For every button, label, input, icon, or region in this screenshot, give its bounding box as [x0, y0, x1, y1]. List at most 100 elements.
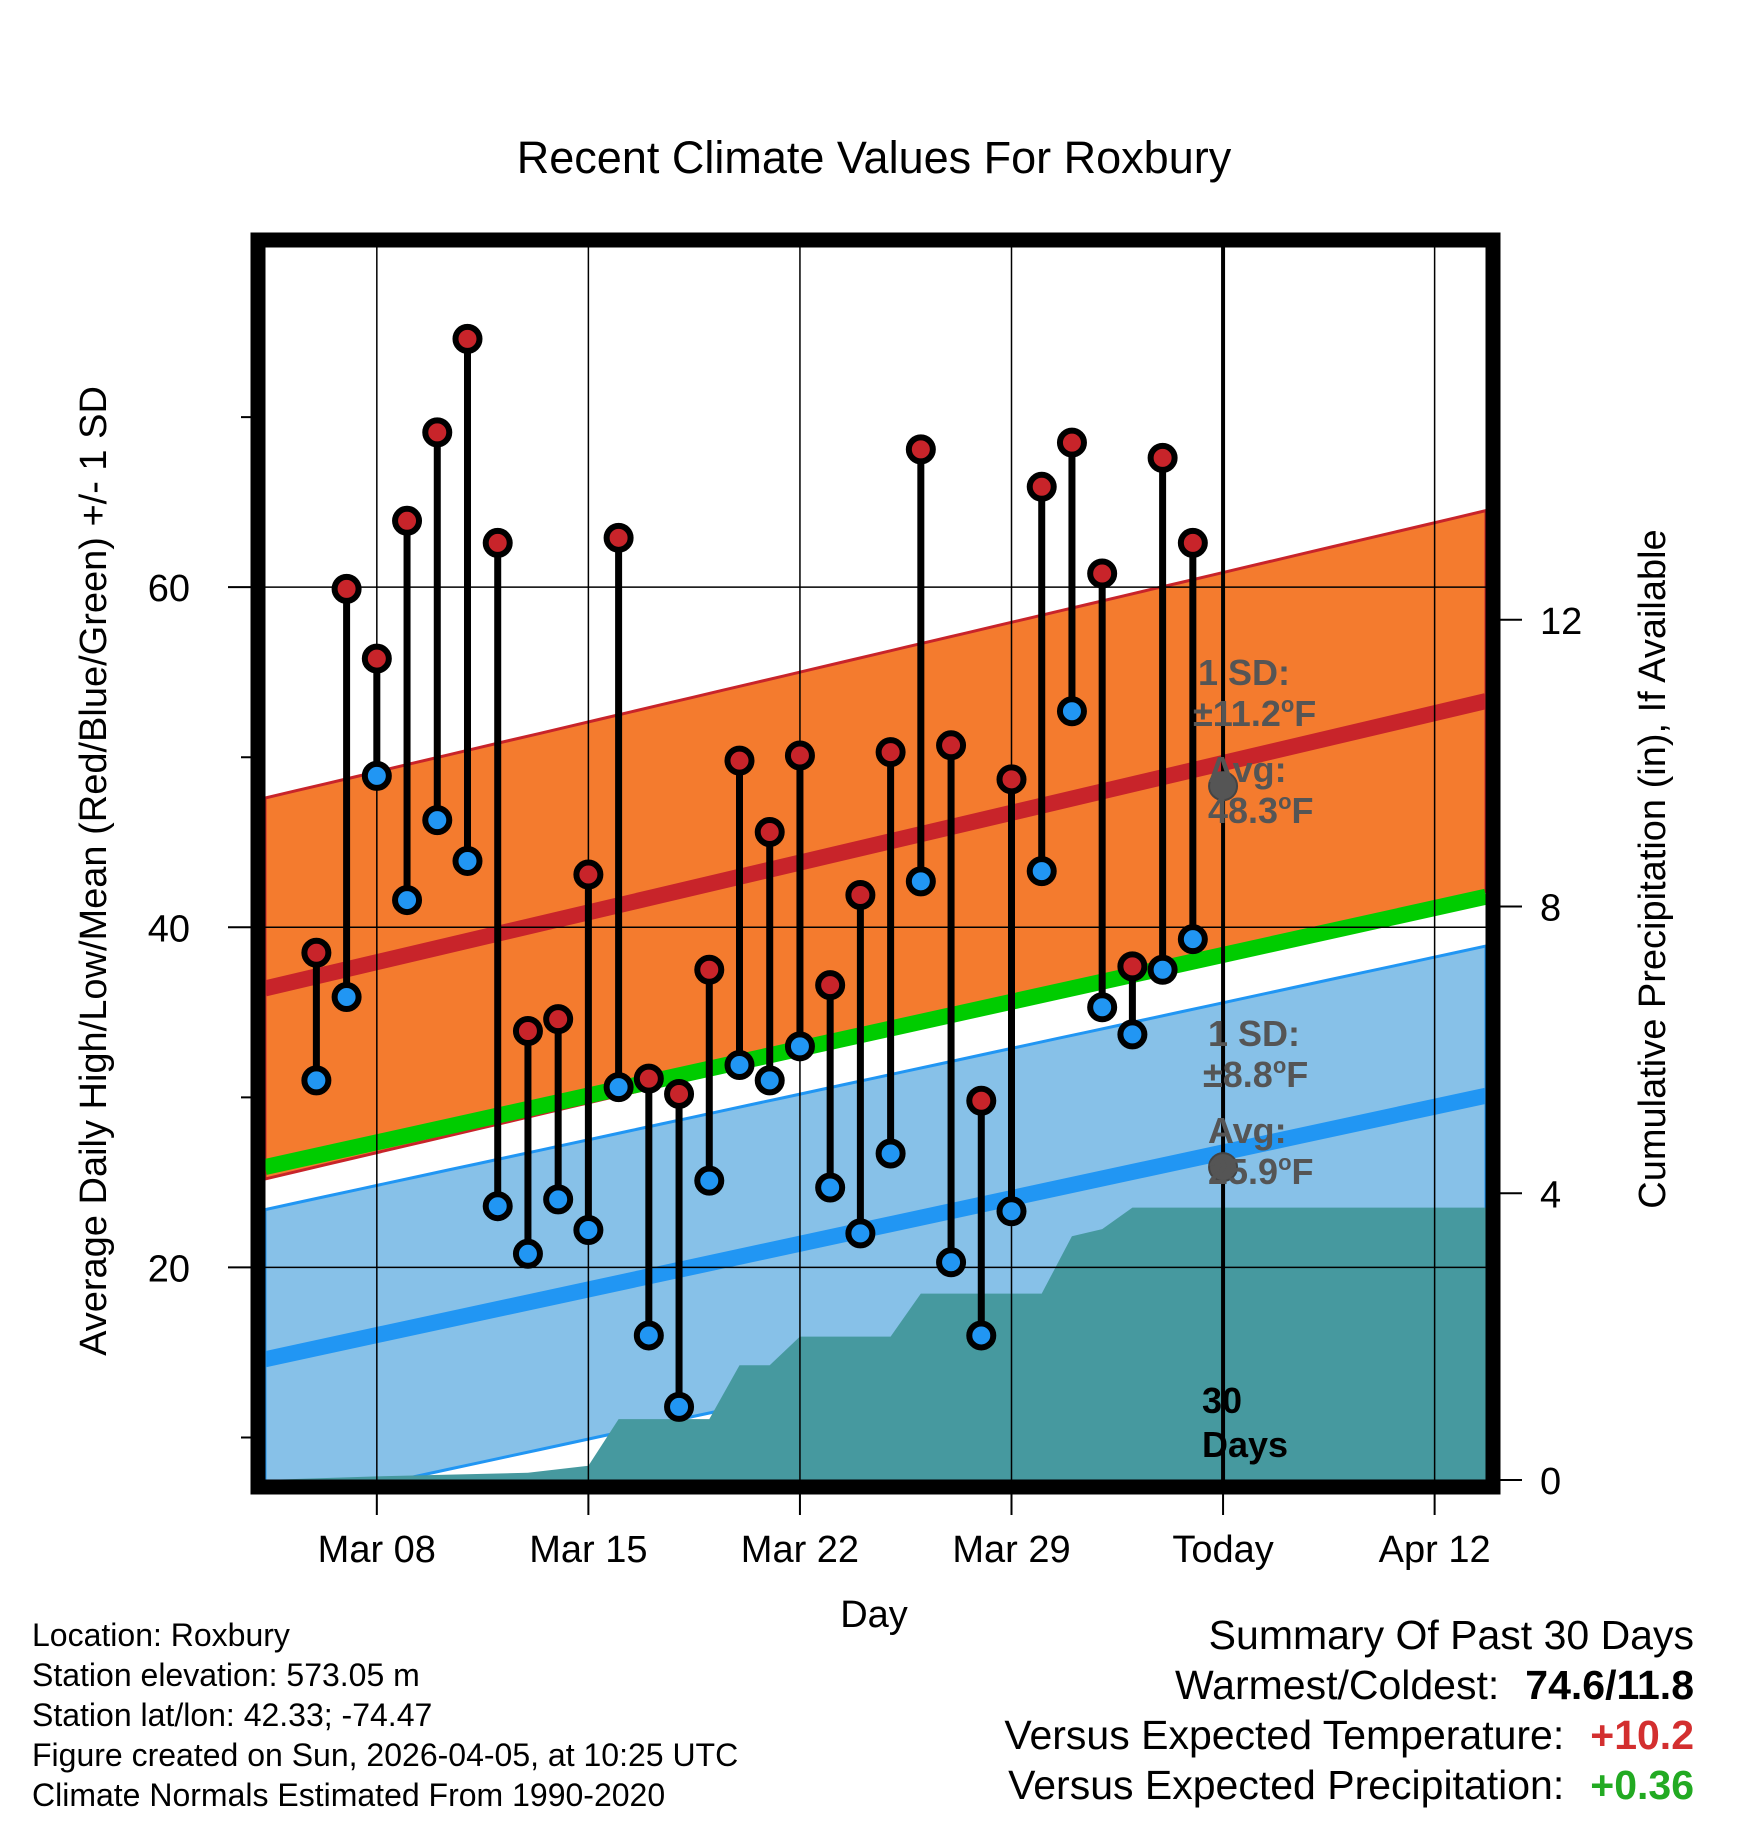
warm-cold-label: Warmest/Coldest: [1174, 1662, 1500, 1708]
y-tick-label-right: 8 [1540, 888, 1561, 930]
daily-high-point [724, 745, 755, 776]
daily-high-point [936, 730, 967, 761]
normal-mean-line [265, 888, 1486, 1175]
daily-high-point [694, 954, 725, 985]
daily-high-point [452, 323, 483, 354]
y-tick-label-right: 12 [1540, 601, 1582, 643]
daily-high-point [301, 937, 332, 968]
today-high-avg-marker [1208, 771, 1239, 802]
daily-low-point [603, 1072, 634, 1103]
daily-low-point [754, 1065, 785, 1096]
low-avg-label: Avg: [1208, 1110, 1287, 1151]
daily-high-point [422, 417, 453, 448]
daily-high-point [905, 434, 936, 465]
daily-marks [301, 323, 1208, 1422]
x-tick-label: Mar 29 [952, 1529, 1070, 1571]
low-sd-value: ±8.8oF [1203, 1053, 1308, 1095]
station-info: Location: Roxbury Station elevation: 573… [32, 1615, 738, 1815]
daily-high-point [573, 859, 604, 890]
x-tick-label: Mar 15 [529, 1529, 647, 1571]
daily-high-point [482, 527, 513, 558]
daily-high-point [1056, 427, 1087, 458]
daily-high-point [361, 643, 392, 674]
precip-row: Versus Expected Precipitation: +0.36 [1004, 1760, 1694, 1810]
normals-text: Climate Normals Estimated From 1990-2020 [32, 1777, 666, 1813]
high-sd-label: 1 SD: [1198, 652, 1290, 693]
daily-low-point [633, 1320, 664, 1351]
daily-high-point [875, 737, 906, 768]
low-sd-label: 1 SD: [1208, 1013, 1300, 1054]
daily-low-point [543, 1184, 574, 1215]
high-sd-value: ±11.2oF [1193, 692, 1316, 734]
daily-low-point [301, 1065, 332, 1096]
daily-high-point [1177, 527, 1208, 558]
plot-frame [250, 232, 1501, 1495]
daily-low-point [573, 1214, 604, 1245]
daily-low-point [361, 760, 392, 791]
days-count-label: 30 [1202, 1380, 1242, 1421]
daily-low-point [664, 1391, 695, 1422]
daily-high-point [1026, 471, 1057, 502]
high-avg-value: 48.3oF [1208, 789, 1314, 831]
y-tick-label-left: 40 [148, 908, 190, 950]
warm-cold-row: Warmest/Coldest: 74.6/11.8 [1004, 1660, 1694, 1710]
y-axis-label-right: Cumulative Precipitation (in), If Availa… [1632, 529, 1674, 1208]
daily-high-point [633, 1063, 664, 1094]
created-text: Figure created on Sun, 2026-04-05, at 10… [32, 1737, 739, 1773]
daily-low-point [422, 805, 453, 836]
daily-high-point [966, 1085, 997, 1116]
daily-low-point [1117, 1019, 1148, 1050]
x-tick-label: Apr 12 [1379, 1529, 1491, 1571]
daily-low-point [482, 1191, 513, 1222]
daily-low-point [815, 1172, 846, 1203]
days-word-label: Days [1202, 1424, 1288, 1465]
daily-low-point [936, 1247, 967, 1278]
daily-high-point [845, 879, 876, 910]
daily-low-point [845, 1218, 876, 1249]
warm-cold-value: 74.6/11.8 [1525, 1662, 1694, 1708]
daily-low-point [512, 1238, 543, 1269]
daily-low-point [784, 1031, 815, 1062]
x-tick-label: Mar 22 [741, 1529, 859, 1571]
daily-high-point [1117, 951, 1148, 982]
temp-label: Versus Expected Temperature: [1004, 1712, 1565, 1758]
daily-low-point [694, 1165, 725, 1196]
daily-high-point [543, 1004, 574, 1035]
summary-title: Summary Of Past 30 Days [1208, 1612, 1694, 1658]
y-tick-label-left: 60 [148, 568, 190, 610]
daily-high-point [664, 1078, 695, 1109]
daily-high-point [331, 573, 362, 604]
precip-value: +0.36 [1590, 1762, 1694, 1808]
axes: 20 40 60 0 4 8 12 Mar 08 Mar 15 Mar 22 Mar 29 Today… [148, 416, 1582, 1571]
daily-low-point [996, 1196, 1027, 1227]
normal-high-line [265, 693, 1486, 997]
daily-low-point [1147, 954, 1178, 985]
daily-low-point [1087, 992, 1118, 1023]
daily-high-point [996, 764, 1027, 795]
daily-low-point [724, 1050, 755, 1081]
daily-high-point [815, 970, 846, 1001]
daily-low-point [1056, 696, 1087, 727]
x-tick-label: Mar 08 [318, 1529, 436, 1571]
daily-low-point [966, 1320, 997, 1351]
daily-low-point [905, 866, 936, 897]
latlon-text: Station lat/lon: 42.33; -74.47 [32, 1697, 433, 1733]
temp-row: Versus Expected Temperature: +10.2 [1004, 1710, 1694, 1760]
high-avg-label: Avg: [1208, 749, 1287, 790]
daily-low-point [392, 885, 423, 916]
low-avg-value: 25.9oF [1208, 1150, 1314, 1192]
daily-high-point [512, 1016, 543, 1047]
location-text: Location: Roxbury [32, 1617, 290, 1653]
x-tick-label: Today [1172, 1529, 1273, 1571]
precip-label: Versus Expected Precipitation: [1008, 1762, 1565, 1808]
normal-low-line [265, 1087, 1486, 1368]
daily-high-point [603, 522, 634, 553]
y-tick-label-right: 0 [1540, 1461, 1561, 1503]
daily-low-point [452, 845, 483, 876]
y-tick-label-right: 4 [1540, 1174, 1561, 1216]
summary-panel: Summary Of Past 30 Days Warmest/Coldest:… [1004, 1610, 1694, 1810]
x-axis-label: Day [840, 1594, 908, 1636]
elevation-text: Station elevation: 573.05 m [32, 1657, 420, 1693]
y-axis-label-left: Average Daily High/Low/Mean (Red/Blue/Gr… [73, 386, 115, 1356]
